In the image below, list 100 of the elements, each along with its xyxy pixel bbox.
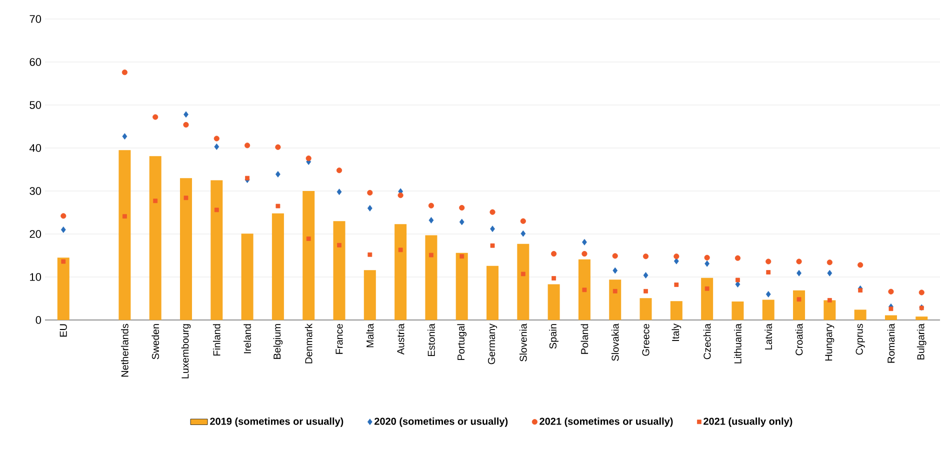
point <box>60 213 66 219</box>
point <box>490 243 495 248</box>
legend-label: 2021 (usually only) <box>704 417 792 427</box>
point <box>826 260 832 266</box>
point <box>582 250 588 257</box>
point <box>827 298 832 302</box>
point <box>644 288 648 294</box>
bar <box>824 300 836 320</box>
point <box>367 205 372 212</box>
x-tick-label: France <box>336 324 343 354</box>
x-tick-label: Slovenia <box>519 324 527 362</box>
point <box>674 282 679 287</box>
y-tick-label: 70 <box>30 15 42 23</box>
point <box>796 270 802 276</box>
point <box>612 288 618 294</box>
point <box>428 202 434 208</box>
x-tick-label: Latvia <box>764 324 772 350</box>
point <box>122 70 128 76</box>
x-tick-label: Poland <box>580 324 588 354</box>
y-tick-label: 50 <box>30 101 42 109</box>
point <box>428 217 434 224</box>
bar <box>884 315 897 320</box>
point <box>552 276 556 280</box>
bar <box>364 270 376 320</box>
point <box>520 218 526 224</box>
point <box>612 267 618 274</box>
legend-label: 2020 (sometimes or usually) <box>374 417 508 427</box>
y-tick-label: 60 <box>30 58 42 66</box>
point <box>490 209 496 215</box>
x-tick-label: Belgium <box>273 324 283 359</box>
point <box>520 230 526 237</box>
point <box>306 236 311 241</box>
x-tick-label: Finland <box>212 324 220 356</box>
y-tick-label: 0 <box>36 316 42 324</box>
point <box>674 258 679 264</box>
y-tick-label: 10 <box>30 273 42 281</box>
point <box>153 198 158 204</box>
point <box>642 254 649 260</box>
point <box>122 214 127 219</box>
point <box>736 278 740 282</box>
x-tick-label: Denmark <box>304 324 312 364</box>
point <box>858 262 864 268</box>
point <box>184 196 188 200</box>
x-tick-label: Italy <box>672 324 682 341</box>
x-tick-label: Cyprus <box>856 324 865 355</box>
x-tick-label: Czechia <box>703 324 711 360</box>
point <box>704 254 710 260</box>
bar <box>854 310 866 320</box>
point <box>337 242 342 248</box>
x-tick-label: Lithuania <box>734 324 742 364</box>
bar <box>149 156 162 320</box>
x-tick-label: Austria <box>396 324 404 355</box>
x-tick-label: Luxembourg <box>181 324 191 378</box>
point <box>214 144 220 150</box>
point <box>766 270 771 274</box>
point <box>398 192 404 198</box>
x-tick-label: Ireland <box>244 324 251 354</box>
legend-label: 2021 (sometimes or usually) <box>540 417 673 427</box>
bar <box>57 258 70 320</box>
point <box>551 250 557 257</box>
point <box>367 190 373 196</box>
bar <box>394 224 407 320</box>
point <box>612 253 618 259</box>
point <box>276 204 280 208</box>
bar <box>793 290 806 320</box>
bar <box>210 180 223 320</box>
point <box>674 254 680 260</box>
point <box>306 156 312 162</box>
point <box>429 252 434 258</box>
bar <box>732 302 744 320</box>
point <box>827 270 832 276</box>
x-tick-label: Bulgaria <box>916 324 926 360</box>
x-tick-label: Greece <box>642 324 650 356</box>
point <box>459 218 464 226</box>
point <box>796 297 802 302</box>
point <box>459 204 465 211</box>
y-tick-label: 40 <box>29 144 42 152</box>
point <box>918 290 924 296</box>
point <box>735 281 740 288</box>
bar <box>548 284 560 320</box>
point <box>398 248 403 252</box>
bar <box>609 280 622 320</box>
point <box>184 111 188 118</box>
point <box>245 176 250 180</box>
point <box>643 272 648 278</box>
bar <box>916 316 928 320</box>
point <box>183 122 189 128</box>
x-tick-label: Hungary <box>825 324 834 360</box>
bar <box>425 235 438 320</box>
point <box>734 255 741 261</box>
point <box>214 208 219 212</box>
point <box>368 252 372 257</box>
x-tick-label: Slovakia <box>611 324 619 361</box>
x-tick-label: Malta <box>366 324 374 348</box>
x-tick-label: Estonia <box>428 324 435 356</box>
bar <box>180 178 192 320</box>
x-tick-label: Portugal <box>457 324 467 360</box>
point <box>888 306 894 312</box>
x-tick-label: Spain <box>549 324 558 349</box>
point <box>460 254 464 259</box>
